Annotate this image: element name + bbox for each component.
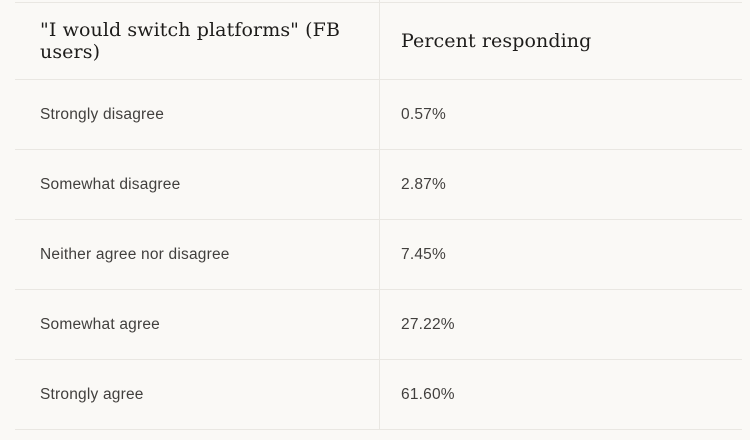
row-label: Somewhat disagree (40, 175, 181, 193)
row-value: 27.22% (401, 315, 455, 333)
survey-results-table: "I would switch platforms" (FB users) Pe… (15, 2, 742, 430)
row-label: Somewhat agree (40, 315, 160, 333)
row-value: 2.87% (401, 175, 446, 193)
column-header-percent: Percent responding (401, 30, 592, 52)
table-row-strongly-disagree: Strongly disagree 0.57% (15, 79, 742, 149)
table-row-neither-agree-nor-disagree: Neither agree nor disagree 7.45% (15, 219, 742, 289)
column-header-question: "I would switch platforms" (FB users) (40, 19, 341, 63)
column-divider (379, 0, 380, 430)
row-value: 0.57% (401, 105, 446, 123)
row-label: Neither agree nor disagree (40, 245, 230, 263)
table-header-row: "I would switch platforms" (FB users) Pe… (15, 3, 742, 79)
row-value: 7.45% (401, 245, 446, 263)
table-row-strongly-agree: Strongly agree 61.60% (15, 359, 742, 429)
row-label: Strongly agree (40, 385, 144, 403)
row-label: Strongly disagree (40, 105, 165, 123)
row-value: 61.60% (401, 385, 455, 403)
table-row-somewhat-disagree: Somewhat disagree 2.87% (15, 149, 742, 219)
table-row-somewhat-agree: Somewhat agree 27.22% (15, 289, 742, 359)
